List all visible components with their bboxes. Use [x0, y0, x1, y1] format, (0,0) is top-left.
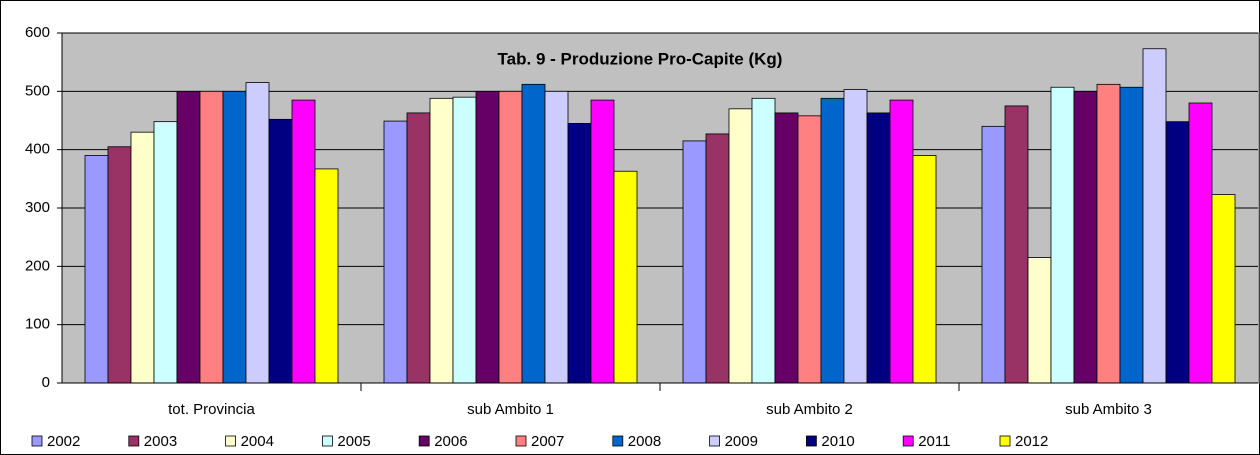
- bar: [705, 133, 730, 384]
- legend-swatch: [128, 435, 140, 447]
- y-tick-label: 300: [25, 199, 50, 216]
- chart-title: Tab. 9 - Produzione Pro-Capite (Kg): [498, 49, 783, 68]
- bar: [521, 83, 546, 384]
- bar: [889, 99, 914, 384]
- legend-label: 2006: [434, 433, 467, 450]
- bar: [314, 168, 339, 384]
- bar: [268, 118, 293, 384]
- bar: [751, 97, 776, 384]
- bar: [84, 155, 109, 384]
- bar: [1073, 90, 1098, 384]
- x-tick-label: sub Ambito 3: [1065, 401, 1152, 418]
- bar: [820, 97, 845, 384]
- legend-label: 2005: [337, 433, 370, 450]
- legend-label: 2003: [144, 433, 177, 450]
- bar: [245, 82, 270, 384]
- y-tick-label: 400: [25, 141, 50, 158]
- bar: [774, 112, 799, 384]
- bar: [682, 140, 707, 384]
- bar: [452, 96, 477, 384]
- bar: [107, 146, 132, 384]
- bar: [590, 99, 615, 384]
- bar: [1004, 105, 1029, 384]
- bar: [797, 115, 822, 384]
- bar: [1050, 86, 1075, 384]
- bar: [222, 90, 247, 384]
- bar: [613, 170, 638, 384]
- y-tick-label: 600: [25, 24, 50, 41]
- x-tick-label: sub Ambito 2: [766, 401, 853, 418]
- legend-swatch: [806, 435, 817, 447]
- legend-label: 2008: [628, 433, 661, 450]
- bar: [475, 90, 500, 384]
- bar: [176, 90, 201, 384]
- legend-label: 2009: [725, 433, 758, 450]
- x-tick-label: tot. Provincia: [168, 401, 255, 418]
- bar: [981, 125, 1006, 384]
- bar: [1027, 257, 1052, 384]
- y-tick-label: 0: [42, 374, 50, 391]
- legend-swatch: [612, 435, 624, 447]
- bar: [1142, 48, 1167, 384]
- bar: [429, 97, 454, 384]
- legend-swatch: [418, 435, 430, 447]
- legend-swatch: [515, 435, 527, 447]
- bar: [1119, 86, 1144, 384]
- bar: [130, 131, 155, 384]
- legend-swatch: [321, 435, 333, 447]
- y-tick-label: 200: [25, 257, 50, 274]
- legend-swatch: [999, 435, 1011, 447]
- bar: [199, 90, 224, 384]
- bar: [866, 112, 891, 384]
- legend-swatch: [709, 435, 720, 447]
- legend-label: 2004: [241, 433, 274, 450]
- legend-swatch: [225, 435, 237, 447]
- y-tick-label: 100: [25, 316, 50, 333]
- bar: [406, 112, 431, 384]
- legend-swatch: [31, 435, 43, 447]
- bar: [567, 123, 592, 384]
- legend-label: 2011: [918, 433, 950, 450]
- bar: [912, 155, 937, 384]
- bar: [843, 89, 868, 384]
- bar: [498, 90, 523, 384]
- legend-label: 2010: [821, 433, 854, 450]
- legend-label: 2007: [531, 433, 564, 450]
- bar: [1211, 194, 1236, 384]
- bar: [544, 90, 569, 384]
- bar: [1096, 83, 1121, 384]
- legend-swatch: [902, 435, 914, 447]
- bar: [153, 121, 178, 384]
- bar: [383, 120, 408, 384]
- bar: [728, 108, 753, 384]
- y-tick-label: 500: [25, 82, 50, 99]
- bar: [1188, 102, 1213, 384]
- x-tick-label: sub Ambito 1: [467, 401, 554, 418]
- bar: [1165, 121, 1190, 384]
- legend-label: 2012: [1015, 433, 1048, 450]
- legend-label: 2002: [47, 433, 80, 450]
- bar: [291, 99, 316, 384]
